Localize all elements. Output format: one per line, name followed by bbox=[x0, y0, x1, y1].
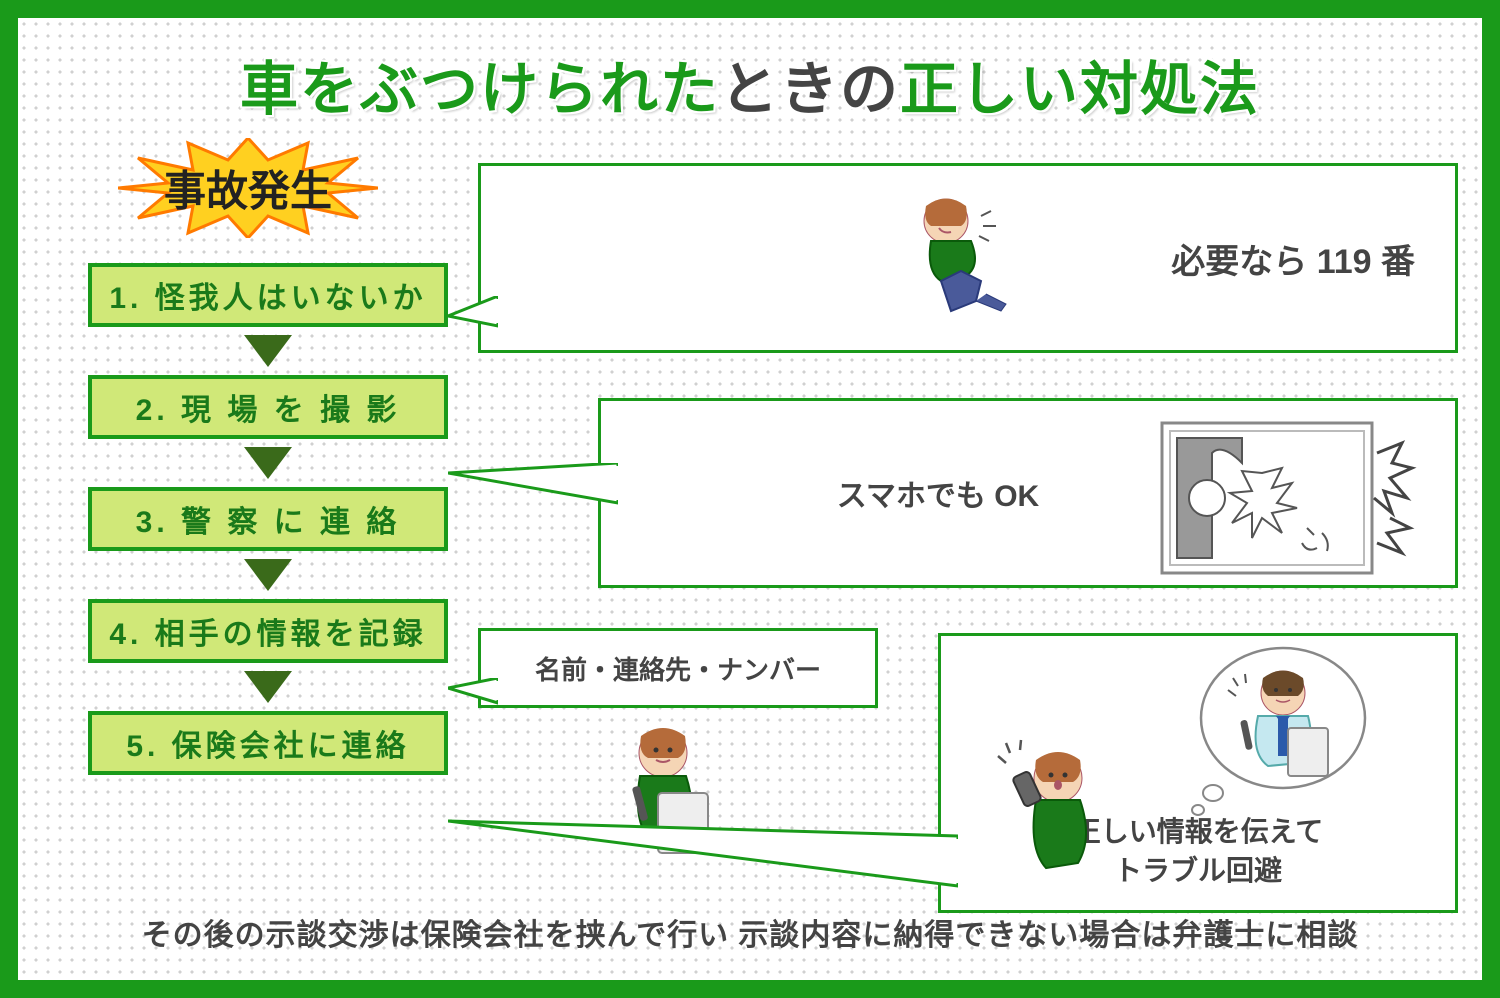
callout-record: 名前・連絡先・ナンバー bbox=[478, 628, 878, 708]
infographic-frame: 車をぶつけられたときの正しい対処法 事故発生 1. 怪我人はいないか 2. 現 … bbox=[0, 0, 1500, 998]
arrow-down-icon bbox=[244, 335, 292, 367]
title-part-3: 正しい対処法 bbox=[900, 57, 1260, 122]
callout-photo-text: スマホでも OK bbox=[837, 471, 1039, 515]
injured-person-icon bbox=[891, 186, 1031, 326]
car-damage-icon bbox=[1152, 413, 1422, 583]
insurance-line-2: トラブル回避 bbox=[1114, 855, 1282, 886]
page-title: 車をぶつけられたときの正しい対処法 bbox=[68, 42, 1432, 126]
speech-tail-icon bbox=[448, 463, 618, 543]
title-part-1: 車をぶつけられた bbox=[240, 57, 720, 122]
accident-burst: 事故発生 bbox=[118, 138, 378, 238]
step-5: 5. 保険会社に連絡 bbox=[88, 711, 448, 775]
person-calling-icon bbox=[988, 738, 1118, 898]
callout-record-text: 名前・連絡先・ナンバー bbox=[535, 650, 821, 687]
callout-injury: 必要なら 119 番 bbox=[478, 163, 1458, 353]
speech-tail-icon bbox=[448, 816, 958, 896]
burst-label: 事故発生 bbox=[164, 158, 332, 219]
title-part-2: ときの bbox=[720, 57, 900, 122]
consultant-bubble-icon bbox=[1188, 638, 1368, 818]
speech-tail-icon bbox=[448, 296, 498, 336]
arrow-down-icon bbox=[244, 671, 292, 703]
footer-note: その後の示談交渉は保険会社を挟んで行い 示談内容に納得できない場合は弁護士に相談 bbox=[68, 910, 1432, 954]
speech-tail-icon bbox=[448, 678, 498, 708]
step-4: 4. 相手の情報を記録 bbox=[88, 599, 448, 663]
callout-injury-text: 必要なら 119 番 bbox=[1171, 234, 1415, 283]
step-2: 2. 現 場 を 撮 影 bbox=[88, 375, 448, 439]
step-list: 1. 怪我人はいないか 2. 現 場 を 撮 影 3. 警 察 に 連 絡 4.… bbox=[88, 263, 448, 775]
arrow-down-icon bbox=[244, 559, 292, 591]
step-1: 1. 怪我人はいないか bbox=[88, 263, 448, 327]
step-3: 3. 警 察 に 連 絡 bbox=[88, 487, 448, 551]
arrow-down-icon bbox=[244, 447, 292, 479]
